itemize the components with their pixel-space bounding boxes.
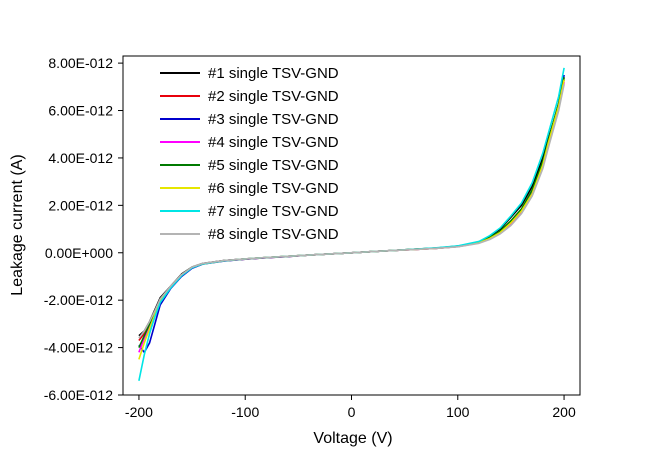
y-tick-label: 8.00E-012 — [48, 55, 113, 71]
series-line-6 — [138, 79, 565, 360]
x-tick-label: 0 — [348, 404, 356, 420]
legend-label: #4 single TSV-GND — [208, 134, 339, 151]
y-tick-label: 4.00E-012 — [48, 150, 113, 166]
series-line-5 — [138, 77, 565, 348]
legend-label: #5 single TSV-GND — [208, 157, 339, 174]
x-tick-label: -100 — [231, 404, 259, 420]
x-tick-label: 100 — [446, 404, 470, 420]
series-line-1 — [138, 79, 565, 337]
series-lines — [138, 67, 565, 381]
series-line-3 — [138, 74, 565, 354]
y-tick-label: -6.00E-012 — [44, 387, 113, 403]
legend-label: #8 single TSV-GND — [208, 226, 339, 243]
legend-label: #6 single TSV-GND — [208, 180, 339, 197]
x-tick-label: -200 — [125, 404, 153, 420]
x-axis-title: Voltage (V) — [313, 430, 392, 447]
legend: #1 single TSV-GND #2 single TSV-GND #3 sin… — [160, 65, 339, 243]
legend-label: #2 single TSV-GND — [208, 88, 339, 105]
y-tick-label: 6.00E-012 — [48, 103, 113, 119]
y-tick-label: 0.00E+000 — [45, 245, 113, 261]
series-line-8 — [138, 84, 565, 339]
plot-frame — [122, 55, 581, 396]
x-tick-label: 200 — [552, 404, 576, 420]
series-line-7 — [138, 67, 565, 381]
y-axis-title: Leakage current (A) — [9, 154, 26, 295]
legend-label: #7 single TSV-GND — [208, 203, 339, 220]
y-tick-label: -2.00E-012 — [44, 292, 113, 308]
legend-label: #3 single TSV-GND — [208, 111, 339, 128]
y-tick-label: -4.00E-012 — [44, 340, 113, 356]
legend-label: #1 single TSV-GND — [208, 65, 339, 82]
y-tick-label: 2.00E-012 — [48, 197, 113, 213]
series-line-4 — [138, 81, 565, 353]
series-line-2 — [138, 77, 565, 341]
axis-ticks: -200 -100 0 100 200 -6.00E-012 -4.00E-012 -2.00… — [44, 55, 576, 420]
